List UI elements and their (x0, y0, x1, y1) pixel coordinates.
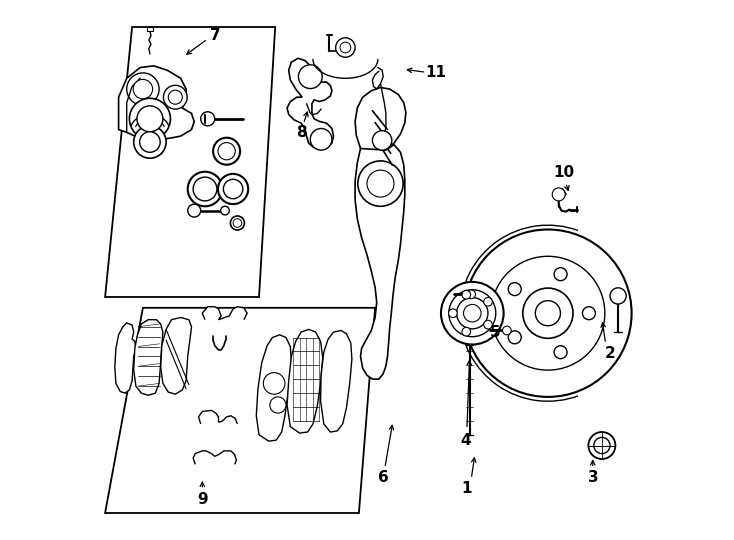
Circle shape (188, 172, 222, 206)
Circle shape (168, 90, 182, 104)
Text: 6: 6 (378, 470, 388, 485)
Text: 2: 2 (605, 346, 616, 361)
Circle shape (230, 216, 244, 230)
Circle shape (464, 305, 481, 322)
Circle shape (127, 73, 159, 105)
Circle shape (164, 85, 187, 109)
Circle shape (589, 432, 615, 459)
Circle shape (137, 106, 163, 132)
Circle shape (462, 327, 470, 336)
Circle shape (508, 282, 521, 295)
Circle shape (441, 282, 504, 345)
Text: 9: 9 (197, 492, 208, 507)
Circle shape (221, 206, 229, 215)
Circle shape (134, 126, 166, 158)
Polygon shape (105, 27, 275, 297)
Circle shape (554, 268, 567, 281)
Circle shape (218, 143, 235, 160)
Circle shape (464, 230, 631, 397)
Circle shape (223, 179, 243, 199)
Circle shape (484, 298, 493, 306)
Circle shape (188, 204, 200, 217)
Polygon shape (321, 330, 352, 432)
Circle shape (218, 174, 248, 204)
Circle shape (335, 38, 355, 57)
Polygon shape (355, 87, 406, 154)
Circle shape (299, 65, 322, 89)
Circle shape (139, 132, 160, 152)
Circle shape (200, 112, 215, 126)
Circle shape (594, 437, 610, 454)
Circle shape (552, 188, 565, 201)
Circle shape (264, 373, 285, 394)
Circle shape (357, 161, 403, 206)
Circle shape (467, 290, 476, 299)
Text: 8: 8 (296, 125, 306, 140)
Polygon shape (148, 27, 153, 31)
Circle shape (372, 131, 392, 150)
Circle shape (233, 219, 241, 227)
Polygon shape (105, 308, 375, 513)
Text: 3: 3 (589, 470, 599, 485)
Circle shape (270, 397, 286, 413)
Circle shape (367, 170, 394, 197)
Circle shape (491, 256, 605, 370)
Text: 1: 1 (462, 481, 472, 496)
Polygon shape (287, 329, 323, 433)
Polygon shape (193, 451, 236, 464)
Circle shape (484, 320, 493, 329)
Circle shape (610, 288, 626, 304)
Circle shape (213, 138, 240, 165)
Polygon shape (203, 307, 247, 320)
Polygon shape (119, 66, 195, 139)
Circle shape (129, 98, 170, 139)
Circle shape (503, 326, 511, 335)
Circle shape (554, 346, 567, 359)
Circle shape (448, 289, 495, 337)
Polygon shape (134, 320, 163, 395)
Circle shape (448, 309, 457, 318)
Circle shape (583, 307, 595, 320)
Circle shape (133, 79, 153, 99)
Polygon shape (198, 410, 237, 424)
Text: 11: 11 (426, 65, 446, 80)
Text: 5: 5 (490, 325, 501, 340)
Circle shape (462, 291, 470, 299)
Text: 4: 4 (460, 433, 471, 448)
Circle shape (193, 177, 217, 201)
Polygon shape (355, 145, 404, 379)
Circle shape (310, 129, 332, 150)
Circle shape (340, 42, 351, 53)
Circle shape (535, 301, 561, 326)
Circle shape (523, 288, 573, 338)
Circle shape (508, 331, 521, 344)
Polygon shape (256, 335, 291, 441)
Text: 7: 7 (211, 28, 221, 43)
Text: 10: 10 (553, 165, 575, 180)
Polygon shape (161, 318, 192, 394)
Polygon shape (287, 58, 333, 149)
Polygon shape (115, 323, 136, 393)
Circle shape (457, 298, 488, 329)
